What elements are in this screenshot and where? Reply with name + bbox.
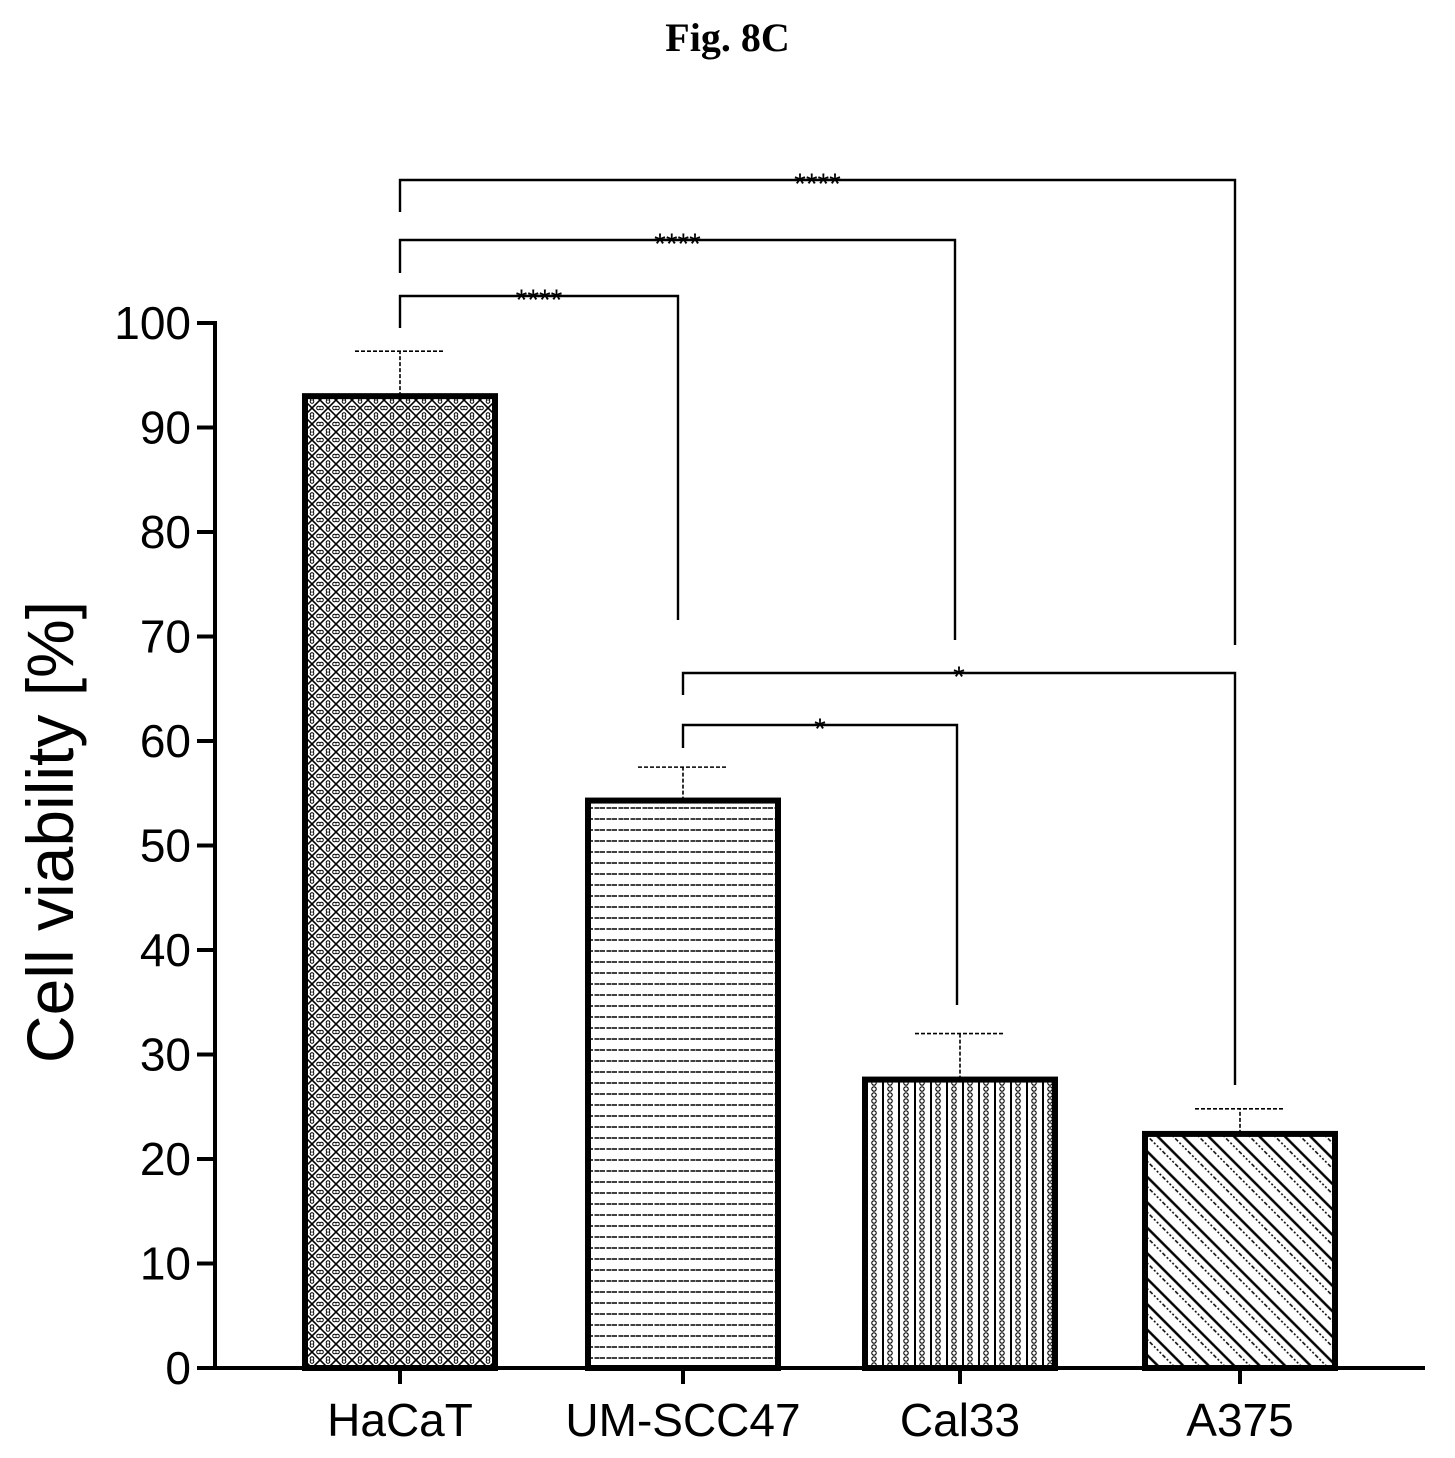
y-tick-label: 40 [140,924,191,976]
y-tick-label: 80 [140,506,191,558]
bar [585,797,781,1371]
significance-label: **** [654,228,701,261]
y-axis-title: Cell viability [%] [13,601,87,1063]
significance-bracket [681,723,959,1005]
bar [302,393,498,1371]
y-tick-label: 70 [140,611,191,663]
x-tick-label: Cal33 [900,1394,1020,1446]
y-tick-label: 30 [140,1029,191,1081]
y-tick-label: 20 [140,1133,191,1185]
significance-bracket [398,238,957,640]
significance-label: * [814,713,826,746]
figure-title: Fig. 8C [665,15,790,60]
y-tick-label: 50 [140,820,191,872]
y-tick-label: 90 [140,402,191,454]
bar [1142,1130,1338,1372]
y-tick-label: 60 [140,715,191,767]
significance-bracket [398,178,1237,645]
x-tick-label: UM-SCC47 [565,1394,800,1446]
y-tick-label: 100 [114,297,191,349]
y-tick-label: 0 [165,1342,191,1394]
significance-label: * [953,661,965,694]
x-tick-label: HaCaT [327,1394,473,1446]
x-tick-label: A375 [1186,1394,1293,1446]
significance-bracket [398,294,680,620]
y-tick-label: 10 [140,1238,191,1290]
significance-label: **** [516,284,563,317]
significance-label: **** [794,168,841,201]
bar [862,1076,1058,1371]
significance-bracket [681,671,1237,1085]
